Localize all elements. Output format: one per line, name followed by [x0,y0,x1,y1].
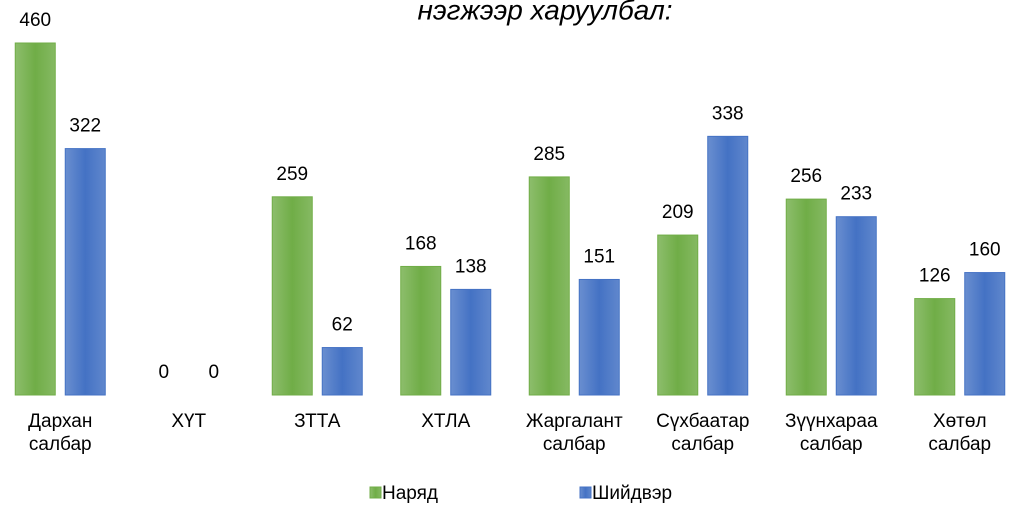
data-label: 285 [533,144,565,165]
bar [528,176,570,396]
x-tick-label: Хөтөл салбар [928,411,992,455]
data-label: 0 [208,362,219,383]
data-label: 259 [276,164,308,185]
x-tick-label: ХТЛА [421,411,471,432]
x-tick-label: Дархан салбар [28,411,93,455]
bar [964,272,1006,396]
bar [785,198,827,396]
bar [707,135,749,396]
x-tick-label: Зүүнхараа салбар [784,411,878,455]
bar [14,42,56,396]
data-label: 160 [969,240,1001,261]
data-label: 233 [840,184,872,205]
data-label: 151 [583,246,615,267]
legend-swatch [369,486,382,499]
bar [64,148,106,396]
data-label: 209 [662,202,694,223]
legend-label: Шийдвэр [592,483,672,504]
data-label: 256 [790,166,822,187]
data-label: 126 [919,266,951,287]
data-label: 460 [19,10,51,31]
bar [450,288,492,396]
data-label: 338 [712,103,744,124]
x-tick-label: ХҮТ [171,411,207,432]
bar [400,265,442,396]
bar [271,196,313,396]
legend-swatch [579,486,592,499]
data-label: 168 [405,233,437,254]
bar [914,298,956,396]
x-tick-label: Жаргалант салбар [525,411,623,455]
x-tick-label: Сүхбаатар салбар [656,411,750,455]
bar [835,216,877,396]
chart-title: нэгжээр харуулбал: [417,0,672,25]
bar [657,234,699,396]
legend-label: Наряд [382,483,438,504]
data-label: 322 [69,116,101,137]
data-label: 0 [158,362,169,383]
bar [578,278,620,396]
data-label: 62 [332,315,353,336]
x-tick-label: ЗТТА [294,411,341,432]
bar [321,347,363,396]
data-label: 138 [455,256,487,277]
